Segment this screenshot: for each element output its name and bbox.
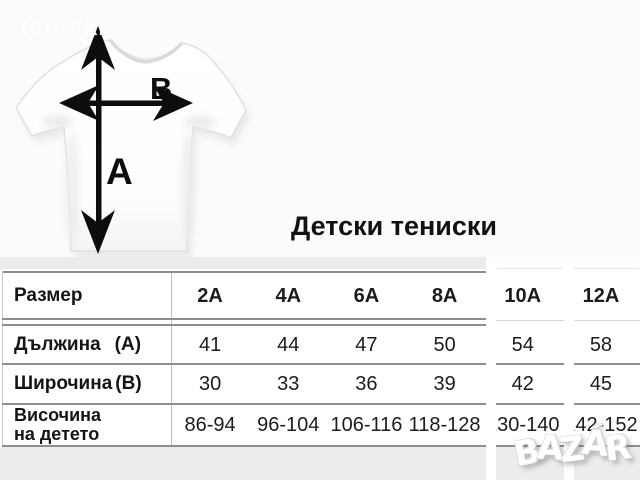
size-table: Размер 2A 4A 6A 8A 10A 12A Дължина (A) 41… <box>2 269 640 447</box>
length-label-a: A <box>106 151 133 192</box>
table-gap-strip <box>486 257 496 480</box>
value-cell: 86-94 <box>184 413 236 436</box>
row-label-name: Дължина <box>14 334 101 355</box>
value-cell: 39 <box>433 372 456 395</box>
arrow-down-head <box>81 210 115 254</box>
table-row-child-height: Височина на детето 86-94 96-104 106-116 … <box>2 405 640 445</box>
corner-header: Размер <box>14 285 83 306</box>
row-label-dim: (A) <box>114 334 142 355</box>
arrow-horizontal-shaft <box>78 100 164 106</box>
header-divider-light <box>496 320 565 321</box>
arrow-up-head <box>81 26 115 70</box>
shading-underarm-left <box>42 115 74 129</box>
table-gap-strip <box>564 257 574 480</box>
row-label-dim: (B) <box>115 373 142 394</box>
width-label-b: B <box>150 71 172 106</box>
table-header-row: Размер 2A 4A 6A 8A 10A 12A <box>2 274 640 318</box>
value-cell: 41 <box>198 333 222 356</box>
value-cell: 42 <box>511 372 534 395</box>
value-cell: 142-152 <box>564 413 638 436</box>
label-column-divider <box>171 273 172 445</box>
arrow-left-head <box>59 85 99 121</box>
value-cell: 130-140 <box>486 413 560 436</box>
bazar-letter: R <box>603 427 631 470</box>
gray-band-top <box>0 257 487 269</box>
arrow-right-head <box>153 85 193 121</box>
value-cell: 33 <box>277 372 300 395</box>
measurement-arrows: B A <box>59 26 193 254</box>
value-cell: 30 <box>198 372 222 395</box>
table-row-width: Широчина (B) 30 33 36 39 42 45 <box>2 365 640 403</box>
tshirt-photo-area: B A teniski Детски тениски <box>15 13 497 258</box>
value-cell: 54 <box>511 333 534 356</box>
row-label: Широчина (B) <box>2 373 171 395</box>
size-header: 4A <box>275 284 302 307</box>
value-cell: 36 <box>355 372 378 395</box>
collar-band <box>108 38 184 64</box>
row-label-name: Широчина <box>14 373 113 394</box>
size-header: 10A <box>504 284 542 307</box>
value-cell: 118-128 <box>408 413 481 436</box>
row-label-line2: на детето <box>14 424 100 444</box>
bazar-letter: Z <box>558 428 585 472</box>
value-cell: 50 <box>433 333 456 356</box>
shading-left <box>65 132 79 248</box>
header-divider <box>2 324 486 326</box>
gray-band-bottom <box>0 447 640 480</box>
row-divider <box>2 403 640 405</box>
size-header: 6A <box>353 284 380 307</box>
table-row-length: Дължина (A) 41 44 47 50 54 58 <box>2 327 640 363</box>
header-divider <box>2 318 486 320</box>
value-cell: 106-116 <box>330 413 403 436</box>
value-cell: 45 <box>589 372 613 395</box>
row-label-line1: Височина <box>14 405 102 425</box>
page-title: Детски тениски <box>291 211 497 241</box>
table-border-left <box>2 271 3 447</box>
row-label: Дължина (A) <box>2 334 171 356</box>
value-cell: 58 <box>589 333 613 356</box>
tshirt-diagram: B A <box>15 26 250 258</box>
size-header: 12A <box>582 284 620 307</box>
size-header: 8A <box>431 284 458 307</box>
value-cell: 44 <box>277 333 300 356</box>
arrow-vertical-shaft <box>96 52 102 230</box>
header-divider-light <box>573 320 640 321</box>
row-label: Височина на детето <box>2 406 171 444</box>
bazar-watermark: B A Z Á R <box>511 423 631 475</box>
tshirt-body <box>15 39 247 252</box>
shading-right <box>181 132 195 248</box>
value-cell: 47 <box>355 333 378 356</box>
row-divider <box>2 363 640 365</box>
table-border-bottom <box>2 445 640 447</box>
teniski-watermark: teniski <box>20 13 107 41</box>
value-cell: 96-104 <box>257 413 320 436</box>
shading-underarm-right <box>184 115 216 129</box>
size-header: 2A <box>197 284 223 307</box>
table-border-top <box>2 271 486 273</box>
